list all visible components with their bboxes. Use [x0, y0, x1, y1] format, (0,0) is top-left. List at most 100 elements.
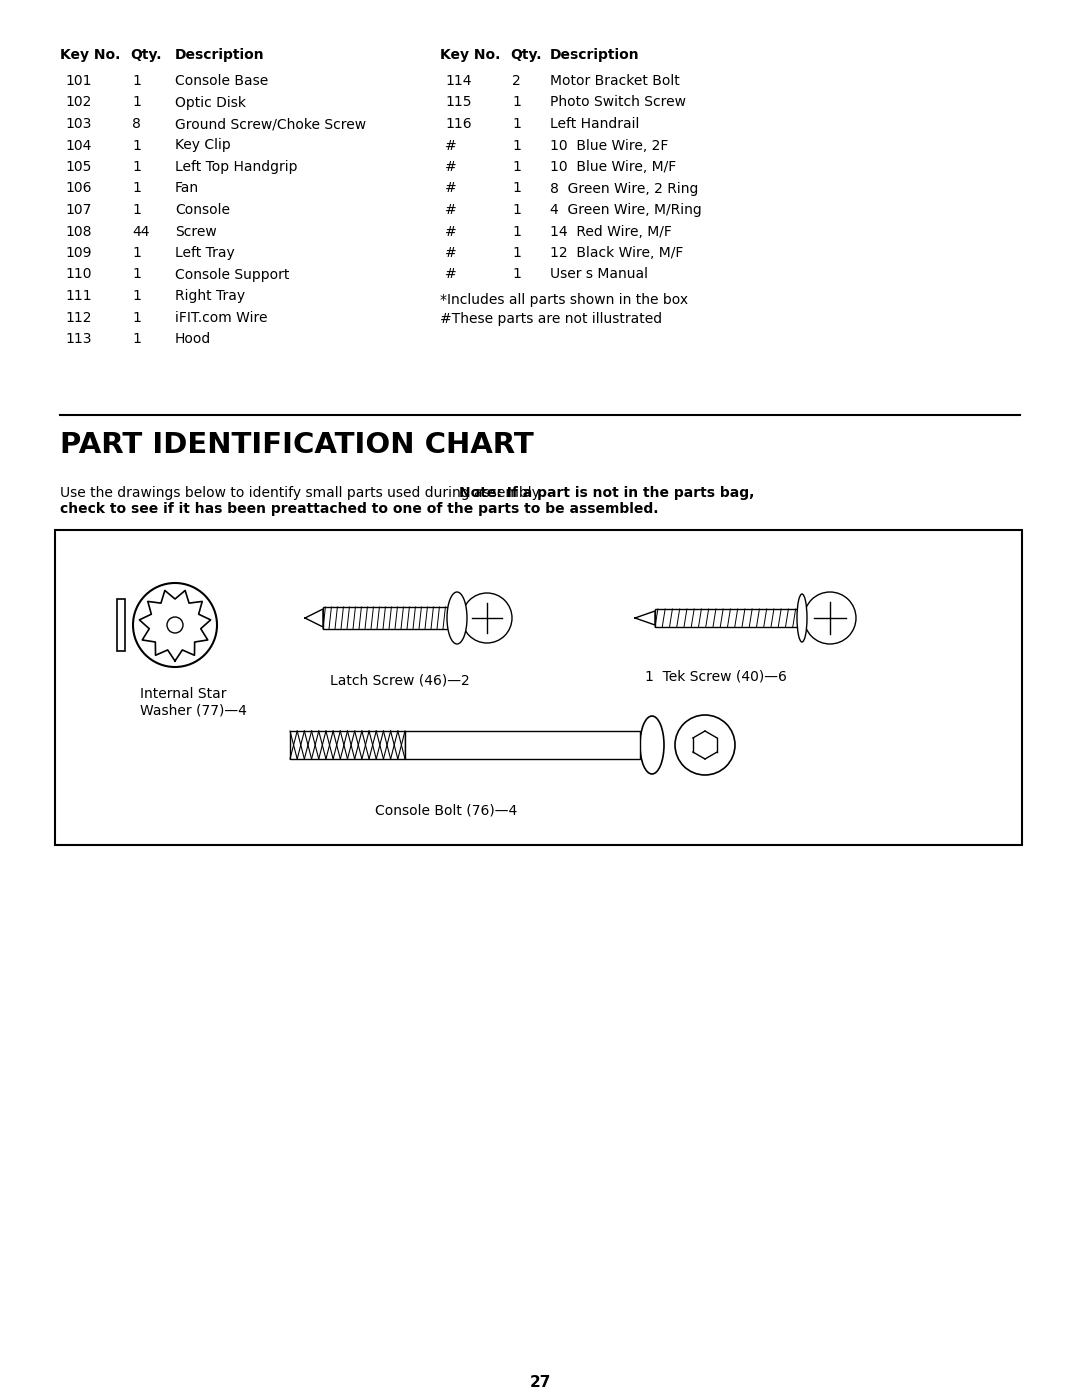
Text: 1: 1 [512, 203, 521, 217]
Text: check to see if it has been preattached to one of the parts to be assembled.: check to see if it has been preattached … [60, 502, 659, 515]
Text: Motor Bracket Bolt: Motor Bracket Bolt [550, 74, 679, 88]
Text: 110: 110 [65, 267, 92, 282]
Text: Qty.: Qty. [510, 47, 541, 61]
Text: 103: 103 [65, 117, 92, 131]
Text: Description: Description [550, 47, 639, 61]
Text: #: # [445, 267, 457, 282]
Text: 10  Blue Wire, M/F: 10 Blue Wire, M/F [550, 161, 676, 175]
Circle shape [167, 617, 183, 633]
Text: 1: 1 [512, 117, 521, 131]
Text: 114: 114 [445, 74, 472, 88]
Text: 107: 107 [65, 203, 92, 217]
Text: 14  Red Wire, M/F: 14 Red Wire, M/F [550, 225, 672, 239]
Bar [654, 609, 800, 627]
Text: 1: 1 [512, 161, 521, 175]
Circle shape [675, 715, 735, 775]
Text: Internal Star
Washer (77)—4: Internal Star Washer (77)—4 [140, 687, 247, 717]
Text: 12  Black Wire, M/F: 12 Black Wire, M/F [550, 246, 684, 260]
Text: #: # [445, 161, 457, 175]
Text: Console: Console [175, 203, 230, 217]
Bar [117, 599, 125, 651]
Text: 1  Tek Screw (40)—6: 1 Tek Screw (40)—6 [645, 671, 787, 685]
Text: 1: 1 [132, 332, 140, 346]
Text: Description: Description [175, 47, 265, 61]
Text: 115: 115 [445, 95, 472, 109]
Text: Key Clip: Key Clip [175, 138, 231, 152]
Text: 1: 1 [512, 246, 521, 260]
Text: *Includes all parts shown in the box: *Includes all parts shown in the box [440, 293, 688, 307]
Ellipse shape [797, 594, 807, 643]
Text: #: # [445, 138, 457, 152]
Text: Left Top Handgrip: Left Top Handgrip [175, 161, 297, 175]
Text: 1: 1 [512, 267, 521, 282]
Text: Left Tray: Left Tray [175, 246, 234, 260]
Text: #: # [445, 203, 457, 217]
Text: 1: 1 [512, 225, 521, 239]
Text: User s Manual: User s Manual [550, 267, 648, 282]
Text: 4  Green Wire, M/Ring: 4 Green Wire, M/Ring [550, 203, 702, 217]
Text: 8  Green Wire, 2 Ring: 8 Green Wire, 2 Ring [550, 182, 699, 196]
Text: Use the drawings below to identify small parts used during assembly.: Use the drawings below to identify small… [60, 486, 546, 500]
Text: Latch Screw (46)—2: Latch Screw (46)—2 [330, 673, 470, 687]
Text: Console Base: Console Base [175, 74, 268, 88]
Text: Console Support: Console Support [175, 267, 289, 282]
Text: Key No.: Key No. [440, 47, 500, 61]
Text: 27: 27 [529, 1375, 551, 1390]
Text: 1: 1 [512, 138, 521, 152]
Text: Screw: Screw [175, 225, 217, 239]
Text: #: # [445, 225, 457, 239]
Text: 1: 1 [132, 95, 140, 109]
Text: Hood: Hood [175, 332, 212, 346]
Text: 109: 109 [65, 246, 92, 260]
Text: 44: 44 [132, 225, 149, 239]
Text: Photo Switch Screw: Photo Switch Screw [550, 95, 686, 109]
Text: 1: 1 [512, 182, 521, 196]
Ellipse shape [640, 717, 664, 774]
Text: 116: 116 [445, 117, 472, 131]
Text: #: # [445, 246, 457, 260]
Text: Left Handrail: Left Handrail [550, 117, 639, 131]
Ellipse shape [447, 592, 467, 644]
Text: 112: 112 [65, 310, 92, 324]
Text: Note: If a part is not in the parts bag,: Note: If a part is not in the parts bag, [459, 486, 754, 500]
Text: 1: 1 [132, 182, 140, 196]
Circle shape [133, 583, 217, 666]
Bar [291, 731, 405, 759]
Text: 104: 104 [65, 138, 92, 152]
Text: Optic Disk: Optic Disk [175, 95, 246, 109]
Text: 1: 1 [132, 289, 140, 303]
Circle shape [804, 592, 856, 644]
Text: PART IDENTIFICATION CHART: PART IDENTIFICATION CHART [60, 432, 534, 460]
Text: Right Tray: Right Tray [175, 289, 245, 303]
Text: 1: 1 [132, 310, 140, 324]
Text: Ground Screw/Choke Screw: Ground Screw/Choke Screw [175, 117, 366, 131]
Text: Console Bolt (76)—4: Console Bolt (76)—4 [375, 803, 517, 817]
Text: iFIT.com Wire: iFIT.com Wire [175, 310, 268, 324]
Text: 2: 2 [512, 74, 521, 88]
Text: 106: 106 [65, 182, 92, 196]
Text: Fan: Fan [175, 182, 199, 196]
Polygon shape [305, 609, 323, 627]
Bar [323, 608, 455, 629]
Text: 113: 113 [65, 332, 92, 346]
Circle shape [462, 592, 512, 643]
Text: 1: 1 [132, 246, 140, 260]
Text: 1: 1 [132, 267, 140, 282]
Text: Key No.: Key No. [60, 47, 120, 61]
Text: #: # [445, 182, 457, 196]
Text: 105: 105 [65, 161, 92, 175]
Text: 1: 1 [132, 138, 140, 152]
Text: 8: 8 [132, 117, 140, 131]
Text: 10  Blue Wire, 2F: 10 Blue Wire, 2F [550, 138, 669, 152]
Text: 1: 1 [512, 95, 521, 109]
Bar [405, 731, 640, 759]
Bar [55, 529, 1022, 845]
Text: 1: 1 [132, 203, 140, 217]
Text: 111: 111 [65, 289, 92, 303]
Text: 108: 108 [65, 225, 92, 239]
Text: #These parts are not illustrated: #These parts are not illustrated [440, 313, 662, 327]
Text: 102: 102 [65, 95, 92, 109]
Text: Qty.: Qty. [130, 47, 162, 61]
Text: 101: 101 [65, 74, 92, 88]
Text: 1: 1 [132, 74, 140, 88]
